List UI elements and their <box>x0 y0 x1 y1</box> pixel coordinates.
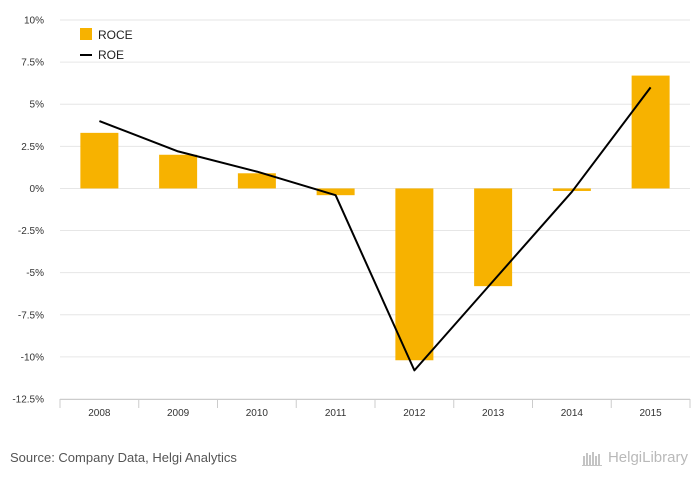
roce-bar <box>552 188 591 191</box>
roce-bar <box>395 188 434 361</box>
helgi-library-logo: HelgiLibrary <box>581 449 688 466</box>
legend-label-roe: ROE <box>98 48 124 62</box>
chart: 10% 7.5% 5% 2.5% 0% -2.5% -5% -7.5% -10% -12.5% 2… <box>12 16 691 419</box>
x-tick-label: 2011 <box>325 408 347 419</box>
y-tick-label: 5% <box>30 100 45 111</box>
x-tick-label: 2014 <box>561 408 584 419</box>
roce-bar <box>631 75 670 189</box>
roce-bar <box>237 173 276 189</box>
y-axis-ticks: 10% 7.5% 5% 2.5% 0% -2.5% -5% -7.5% -10% -12.5% <box>12 16 44 406</box>
y-tick-label: -12.5% <box>12 395 44 406</box>
x-tick-label: 2008 <box>88 408 111 419</box>
y-tick-label: -5% <box>26 268 44 279</box>
legend-swatch-roce <box>80 28 92 40</box>
y-tick-label: 2.5% <box>21 142 44 153</box>
source-note: Source: Company Data, Helgi Analytics <box>10 450 237 465</box>
x-tick-label: 2010 <box>246 408 269 419</box>
brand-name: HelgiLibrary <box>607 449 688 466</box>
roce-bar <box>80 132 119 189</box>
library-icon <box>581 451 602 466</box>
y-tick-label: 10% <box>24 16 44 27</box>
y-tick-label: -2.5% <box>18 226 44 237</box>
legend-label-roce: ROCE <box>98 28 133 42</box>
roce-bars <box>80 75 670 361</box>
x-axis: 2008 2009 2010 2011 2012 2013 2014 2015 <box>59 399 691 419</box>
y-tick-label: 7.5% <box>21 58 44 69</box>
grid-lines <box>60 19 690 400</box>
roce-bar <box>316 188 355 196</box>
legend: ROCE ROE <box>80 28 133 62</box>
roe-line <box>99 86 652 372</box>
y-tick-label: 0% <box>30 184 45 195</box>
roe-line-path <box>99 86 652 372</box>
x-tick-label: 2015 <box>640 408 663 419</box>
y-tick-label: -7.5% <box>18 310 44 321</box>
y-tick-label: -10% <box>21 352 44 363</box>
roce-bar <box>159 154 198 189</box>
x-tick-label: 2009 <box>167 408 190 419</box>
x-tick-label: 2012 <box>403 408 426 419</box>
x-tick-label: 2013 <box>482 408 505 419</box>
roce-bar <box>474 188 513 287</box>
